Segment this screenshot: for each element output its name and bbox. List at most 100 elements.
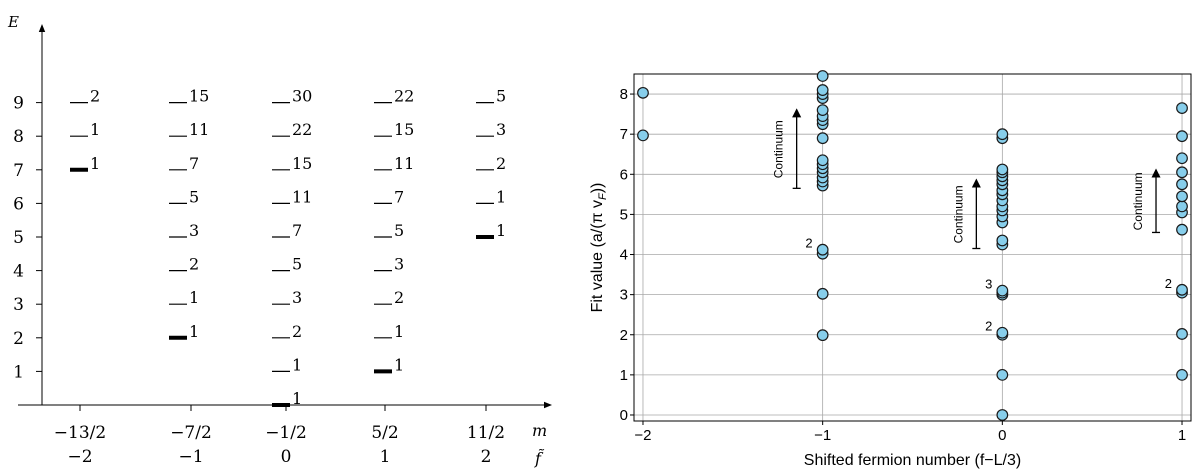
data-point bbox=[816, 132, 829, 145]
y-tick-label: 4 bbox=[620, 247, 628, 264]
degeneracy-label: 15 bbox=[292, 154, 312, 173]
data-point bbox=[996, 409, 1009, 421]
degeneracy-label: 15 bbox=[394, 120, 414, 139]
y-tick-label: 0 bbox=[620, 407, 628, 424]
data-point bbox=[1176, 328, 1188, 340]
degeneracy-label: 5 bbox=[292, 255, 302, 274]
data-point bbox=[996, 368, 1009, 381]
data-point bbox=[1176, 130, 1188, 143]
left-y-tick-label: 1 bbox=[13, 362, 24, 382]
data-point bbox=[1176, 152, 1188, 165]
degeneracy-label: 2 bbox=[496, 154, 506, 173]
left-x-tick-label-f: 1 bbox=[380, 447, 391, 467]
x-tick-label: −1 bbox=[814, 427, 831, 444]
left-y-tick-label: 9 bbox=[13, 94, 24, 114]
y-tick-label: 3 bbox=[620, 287, 628, 304]
degeneracy-label: 2 bbox=[394, 288, 404, 307]
left-x-symbol-m: m bbox=[532, 421, 547, 440]
degeneracy-label: 3 bbox=[496, 120, 506, 139]
degeneracy-annotation: 3 bbox=[985, 277, 992, 292]
degeneracy-label: 1 bbox=[90, 120, 100, 139]
degeneracy-label: 3 bbox=[189, 221, 199, 240]
left-y-tick-label: 5 bbox=[13, 228, 24, 248]
left-y-axis-label: E bbox=[7, 13, 19, 31]
degeneracy-label: 3 bbox=[394, 255, 404, 274]
left-x-tick-label-m: 5/2 bbox=[371, 423, 398, 443]
degeneracy-annotation: 2 bbox=[1165, 276, 1172, 291]
left-y-tick-label: 8 bbox=[13, 127, 24, 147]
degeneracy-annotation: 2 bbox=[805, 236, 812, 251]
data-point bbox=[816, 104, 829, 117]
left-x-tick-label-f: 2 bbox=[481, 447, 492, 467]
degeneracy-label: 3 bbox=[292, 288, 302, 307]
fit-value-scatter: 0 1 2 3 4 5 6 7 8 −2 −1 0 1 Continuum Continuum Contin… bbox=[589, 70, 1192, 469]
data-point bbox=[816, 154, 829, 167]
degeneracy-label: 5 bbox=[496, 87, 506, 106]
x-tick-label: 0 bbox=[998, 427, 1006, 444]
data-point bbox=[816, 287, 829, 300]
degeneracy-label: 11 bbox=[189, 120, 209, 139]
continuum-label: Continuum bbox=[951, 185, 965, 243]
degeneracy-label: 30 bbox=[292, 87, 312, 106]
degeneracy-label: 22 bbox=[292, 120, 312, 139]
y-tick-label: 1 bbox=[620, 367, 628, 384]
data-point bbox=[1176, 200, 1188, 213]
degeneracy-label: 5 bbox=[394, 221, 404, 240]
data-point bbox=[816, 84, 829, 96]
degeneracy-label: 15 bbox=[189, 87, 209, 106]
left-y-tick-label: 7 bbox=[13, 161, 24, 181]
continuum-label: Continuum bbox=[1131, 172, 1145, 230]
degeneracy-label: 1 bbox=[90, 154, 100, 173]
data-point bbox=[1176, 178, 1188, 191]
left-x-tick-label-f: −1 bbox=[178, 447, 203, 467]
y-axis-label: Fit value (a/(π vF)) bbox=[589, 183, 609, 313]
data-point bbox=[996, 128, 1009, 141]
left-y-tick-label: 3 bbox=[13, 295, 24, 315]
degeneracy-label: 1 bbox=[496, 187, 506, 206]
degeneracy-label: 1 bbox=[496, 221, 506, 240]
degeneracy-label: 22 bbox=[394, 87, 414, 106]
data-point bbox=[996, 234, 1009, 247]
left-x-symbol-f: f̃ bbox=[534, 449, 545, 468]
data-point bbox=[996, 284, 1009, 297]
data-point bbox=[996, 326, 1009, 339]
data-point bbox=[637, 86, 649, 99]
data-point bbox=[996, 163, 1009, 176]
left-y-tick-label: 6 bbox=[13, 194, 24, 214]
data-point bbox=[1176, 190, 1188, 203]
degeneracy-label: 7 bbox=[189, 154, 199, 173]
degeneracy-label: 2 bbox=[292, 322, 302, 341]
x-axis-label: Shifted fermion number (f−L/3) bbox=[804, 452, 1021, 469]
x-tick-label: 1 bbox=[1178, 427, 1186, 444]
data-point bbox=[1176, 223, 1188, 236]
left-x-tick-label-f: −2 bbox=[67, 447, 92, 467]
left-y-tick-label: 2 bbox=[13, 329, 24, 349]
data-point bbox=[816, 70, 829, 82]
y-tick-label: 6 bbox=[620, 166, 628, 183]
degeneracy-label: 7 bbox=[292, 221, 302, 240]
y-tick-label: 8 bbox=[620, 86, 628, 103]
left-x-tick-label-m: −7/2 bbox=[170, 423, 212, 443]
continuum-label: Continuum bbox=[772, 120, 786, 178]
degeneracy-label: 7 bbox=[394, 187, 404, 206]
left-y-tick-label: 4 bbox=[13, 262, 24, 282]
data-point bbox=[1176, 166, 1188, 179]
left-x-tick-label-m: 11/2 bbox=[467, 423, 505, 443]
degeneracy-label: 1 bbox=[292, 389, 302, 408]
degeneracy-label: 5 bbox=[189, 187, 199, 206]
data-point bbox=[1176, 283, 1188, 296]
data-point bbox=[816, 329, 829, 342]
x-tick-label: −2 bbox=[634, 427, 651, 444]
degeneracy-label: 1 bbox=[292, 355, 302, 374]
degeneracy-label: 1 bbox=[394, 355, 404, 374]
left-x-tick-label-m: −13/2 bbox=[54, 423, 106, 443]
left-x-tick-label-f: 0 bbox=[281, 447, 292, 467]
data-point bbox=[637, 129, 649, 142]
degeneracy-label: 1 bbox=[189, 322, 199, 341]
degeneracy-label: 11 bbox=[292, 187, 312, 206]
degeneracy-label: 1 bbox=[394, 322, 404, 341]
data-point bbox=[1176, 102, 1188, 114]
y-tick-label: 5 bbox=[620, 206, 628, 223]
